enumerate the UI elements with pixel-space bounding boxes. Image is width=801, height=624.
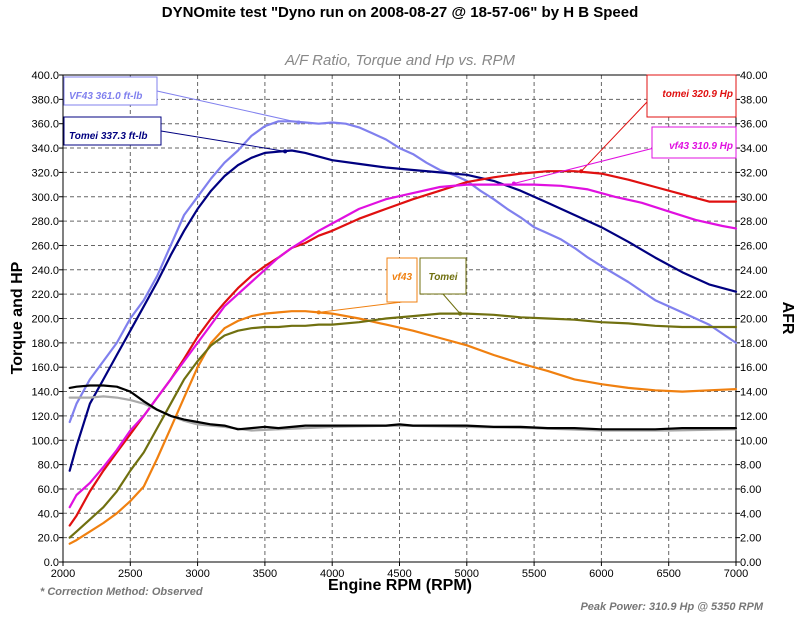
right-tick-label: 16.00 <box>740 362 768 374</box>
annotation-label: VF43 361.0 ft-lb <box>69 91 142 102</box>
right-tick-label: 22.00 <box>740 289 768 301</box>
left-tick-label: 60.0 <box>38 484 59 496</box>
annotation-label: tomei 320.9 Hp <box>662 89 733 100</box>
left-tick-label: 180.0 <box>31 338 59 350</box>
right-tick-label: 28.00 <box>740 216 768 228</box>
x-tick-label: 3000 <box>185 568 209 580</box>
annotation-box <box>386 257 418 303</box>
left-tick-label: 140.0 <box>31 387 59 399</box>
right-tick-label: 40.00 <box>740 70 768 82</box>
right-tick-label: 12.00 <box>740 411 768 423</box>
left-tick-label: 100.0 <box>31 435 59 447</box>
x-tick-label: 7000 <box>724 568 748 580</box>
annotation-leader <box>318 301 403 313</box>
series-line-3 <box>68 183 738 509</box>
y-axis-label: Torque and HP <box>9 261 26 374</box>
series-line-5 <box>68 312 738 539</box>
series-lines <box>68 120 738 545</box>
left-tick-label: 160.0 <box>31 362 59 374</box>
left-tick-label: 320.0 <box>31 167 59 179</box>
right-tick-label: 2.00 <box>740 533 761 545</box>
series-line-4 <box>68 310 738 545</box>
left-tick-label: 260.0 <box>31 240 59 252</box>
annotation-label: vf43 310.9 Hp <box>669 141 733 152</box>
right-tick-label: 18.00 <box>740 338 768 350</box>
x-tick-label: 6500 <box>656 568 680 580</box>
right-tick-label: 36.00 <box>740 119 768 131</box>
right-tick-label: 14.00 <box>740 387 768 399</box>
x-tick-label: 2500 <box>118 568 142 580</box>
annotation-point <box>296 120 301 125</box>
annotation-leader <box>442 293 461 314</box>
left-tick-label: 20.0 <box>38 533 59 545</box>
right-tick-label: 24.00 <box>740 265 768 277</box>
x-axis-label: Engine RPM (RPM) <box>328 577 472 594</box>
annotation-box <box>646 74 737 118</box>
annotation-leader <box>580 101 648 172</box>
annotation-leader <box>513 148 653 184</box>
left-tick-label: 400.0 <box>31 70 59 82</box>
right-tick-label: 10.00 <box>740 435 768 447</box>
annotation-box <box>63 76 158 106</box>
series-line-0 <box>68 120 738 424</box>
series-line-2 <box>68 170 738 527</box>
annotations: VF43 361.0 ft-lb Tomei 337.3 ft-lb tomei 3… <box>63 74 737 316</box>
left-tick-label: 360.0 <box>31 119 59 131</box>
x-tick-label: 4500 <box>387 568 411 580</box>
left-tick-label: 380.0 <box>31 94 59 106</box>
annotation-box <box>419 257 467 295</box>
right-tick-label: 6.00 <box>740 484 761 496</box>
annotation-point <box>458 311 463 316</box>
x-tick-label: 3500 <box>253 568 277 580</box>
annotation-box <box>651 126 737 159</box>
x-tick-label: 2000 <box>51 568 75 580</box>
right-tick-label: 8.00 <box>740 460 761 472</box>
left-tick-label: 220.0 <box>31 289 59 301</box>
annotation-leader <box>156 90 299 123</box>
left-tick-label: 300.0 <box>31 192 59 204</box>
x-tick-label: 4000 <box>320 568 344 580</box>
x-tick-label: 5500 <box>522 568 546 580</box>
left-tick-label: 40.0 <box>38 508 59 520</box>
chart-subtitle: A/F Ratio, Torque and Hp vs. RPM <box>284 52 516 69</box>
annotation-label: vf43 <box>392 272 412 283</box>
annotation-point <box>511 181 516 186</box>
left-tick-label: 240.0 <box>31 265 59 277</box>
left-tick-label: 280.0 <box>31 216 59 228</box>
right-tick-label: 34.00 <box>740 143 768 155</box>
x-tick-label: 5000 <box>455 568 479 580</box>
annotation-point <box>283 149 288 154</box>
right-tick-label: 32.00 <box>740 167 768 179</box>
annotation-point <box>316 310 321 315</box>
right-axis-ticks: 0.00 2.00 4.00 6.00 8.00 10.00 12.00 14.00 16.00… <box>736 70 768 569</box>
left-tick-label: 200.0 <box>31 314 59 326</box>
annotation-point <box>579 169 584 174</box>
right-tick-label: 38.00 <box>740 94 768 106</box>
right-tick-label: 4.00 <box>740 508 761 520</box>
chart-main-title: DYNOmite test "Dyno run on 2008-08-27 @ … <box>162 4 639 21</box>
right-tick-label: 30.00 <box>740 192 768 204</box>
correction-method-note: * Correction Method: Observed <box>40 586 203 598</box>
right-tick-label: 0.00 <box>740 557 761 569</box>
right-tick-label: 26.00 <box>740 240 768 252</box>
left-tick-label: 120.0 <box>31 411 59 423</box>
left-axis-ticks: 0.0 20.0 40.0 60.0 80.0 100.0 120.0 140.0 160.0 1… <box>31 70 63 569</box>
left-tick-label: 0.0 <box>44 557 59 569</box>
peak-power-note: Peak Power: 310.9 Hp @ 5350 RPM <box>580 601 763 613</box>
x-tick-label: 6000 <box>589 568 613 580</box>
right-tick-label: 20.00 <box>740 314 768 326</box>
annotation-label: Tomei 337.3 ft-lb <box>69 131 148 142</box>
series-line-1 <box>68 149 738 472</box>
annotation-box <box>63 116 162 146</box>
x-axis-ticks: 2000 2500 3000 3500 4000 4500 5000 5500 6000 6500… <box>51 562 748 580</box>
annotation-leader <box>160 130 286 152</box>
series-line-7 <box>68 384 738 431</box>
annotation-label: Tomei <box>428 272 457 283</box>
left-tick-label: 80.0 <box>38 460 59 472</box>
left-tick-label: 340.0 <box>31 143 59 155</box>
y2-axis-label: AFR <box>779 302 796 335</box>
